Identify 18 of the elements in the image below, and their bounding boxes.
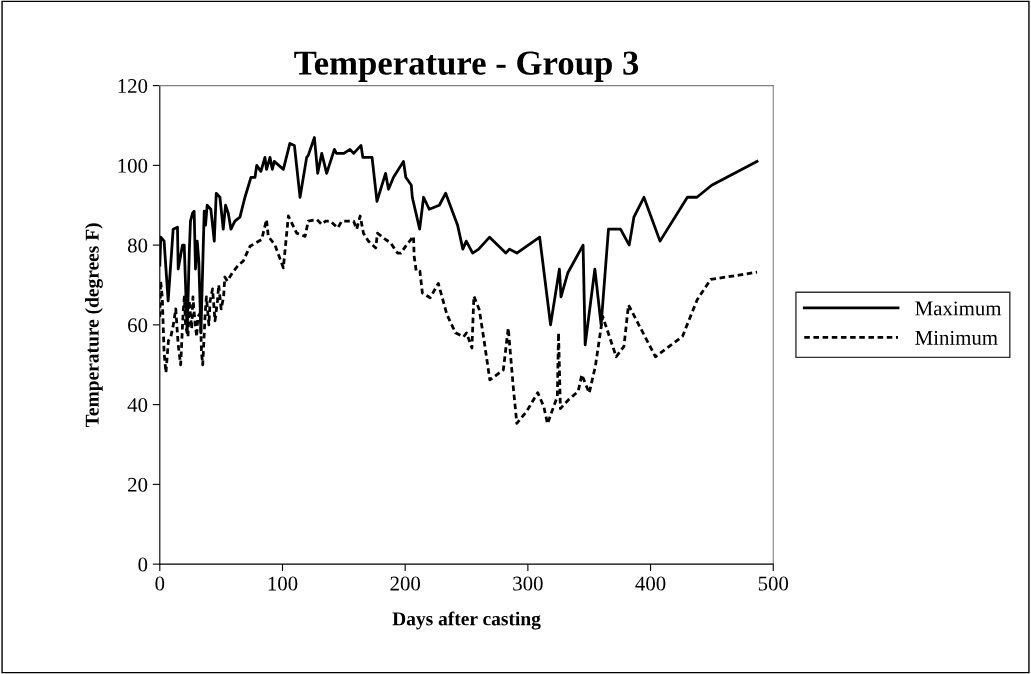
y-tick-label: 20: [128, 477, 148, 492]
y-tick-label: 80: [127, 238, 148, 253]
y-tick-label: 60: [128, 318, 148, 333]
y-tick-label: 40: [127, 398, 148, 413]
x-tick-label: 0: [155, 576, 165, 591]
x-tick-label: 100: [268, 576, 298, 591]
y-tick-label: 100: [118, 158, 148, 173]
y-tick-label: 0: [138, 557, 148, 572]
legend-label: Minimum: [915, 330, 998, 345]
x-tick-label: 500: [758, 576, 789, 591]
x-tick-label: 400: [635, 576, 666, 591]
x-tick-label: 300: [513, 576, 543, 591]
y-axis-title: Temperature (degrees F): [85, 223, 103, 427]
chart-title: Temperature - Group 3: [294, 51, 639, 82]
x-axis-title: Days after casting: [392, 611, 541, 630]
y-tick-label: 120: [118, 78, 148, 94]
legend-label: Maximum: [915, 301, 1002, 316]
x-tick-label: 200: [390, 576, 421, 591]
